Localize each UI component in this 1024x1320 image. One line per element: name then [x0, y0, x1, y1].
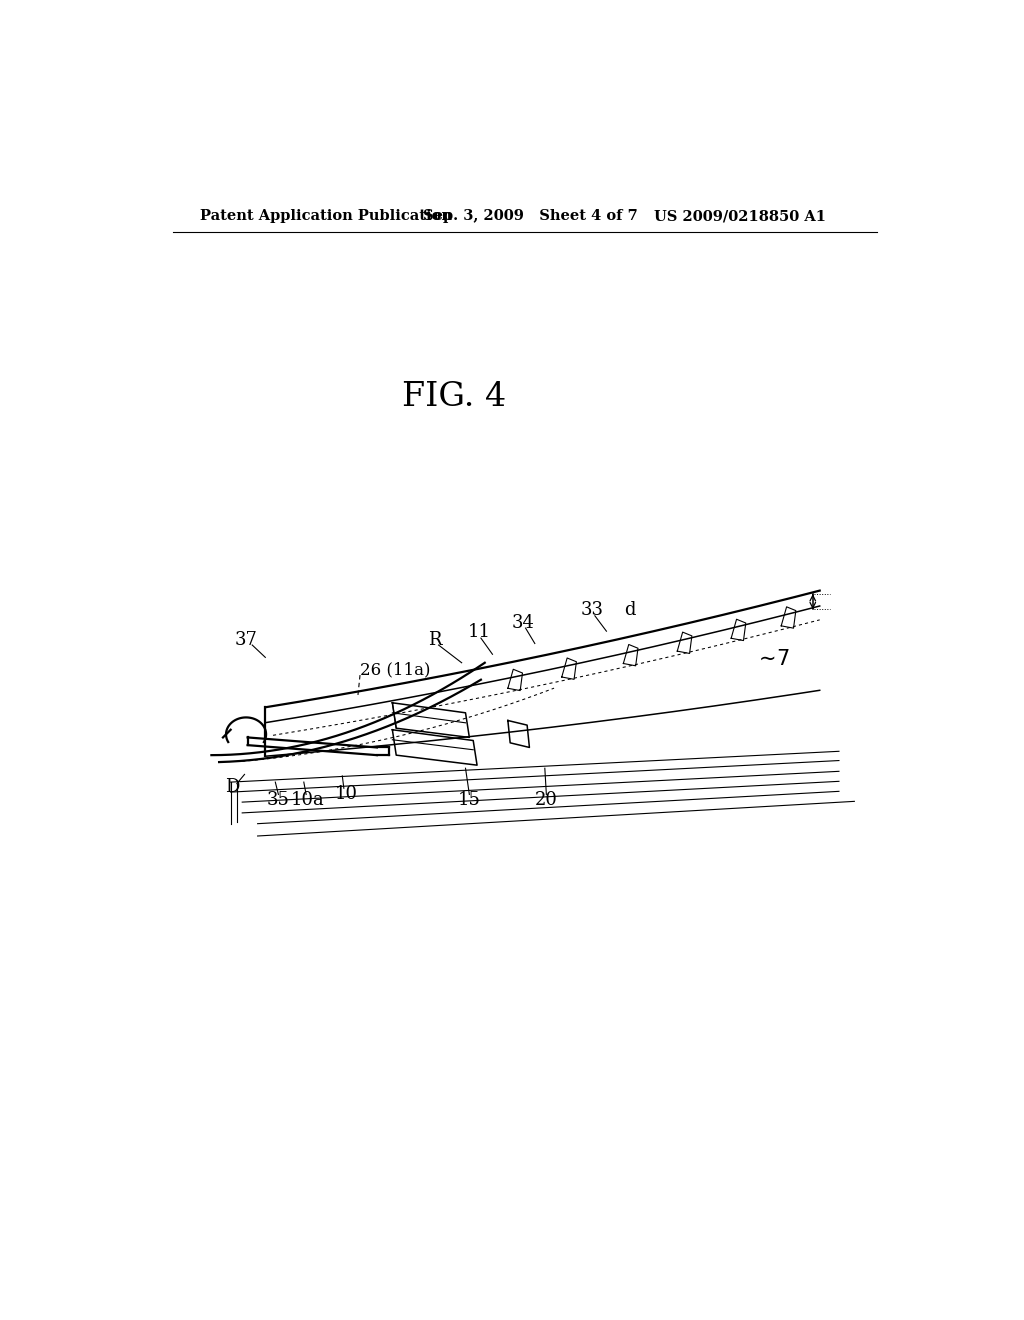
Text: D: D [225, 779, 240, 796]
Text: d: d [624, 602, 635, 619]
Text: $\sim\!7$: $\sim\!7$ [755, 649, 790, 669]
Text: 10: 10 [335, 784, 357, 803]
Text: 10a: 10a [291, 791, 325, 809]
Text: 11: 11 [468, 623, 490, 642]
Text: 15: 15 [458, 791, 481, 809]
Text: 26 (11a): 26 (11a) [360, 661, 430, 678]
Text: 37: 37 [234, 631, 257, 648]
Text: US 2009/0218850 A1: US 2009/0218850 A1 [654, 209, 826, 223]
Text: 33: 33 [581, 602, 604, 619]
Text: Patent Application Publication: Patent Application Publication [200, 209, 452, 223]
Text: R: R [428, 631, 441, 648]
Text: 34: 34 [512, 614, 535, 632]
Text: 20: 20 [535, 791, 558, 809]
Text: 35: 35 [267, 791, 290, 809]
Text: Sep. 3, 2009   Sheet 4 of 7: Sep. 3, 2009 Sheet 4 of 7 [423, 209, 638, 223]
Text: FIG. 4: FIG. 4 [401, 381, 506, 413]
